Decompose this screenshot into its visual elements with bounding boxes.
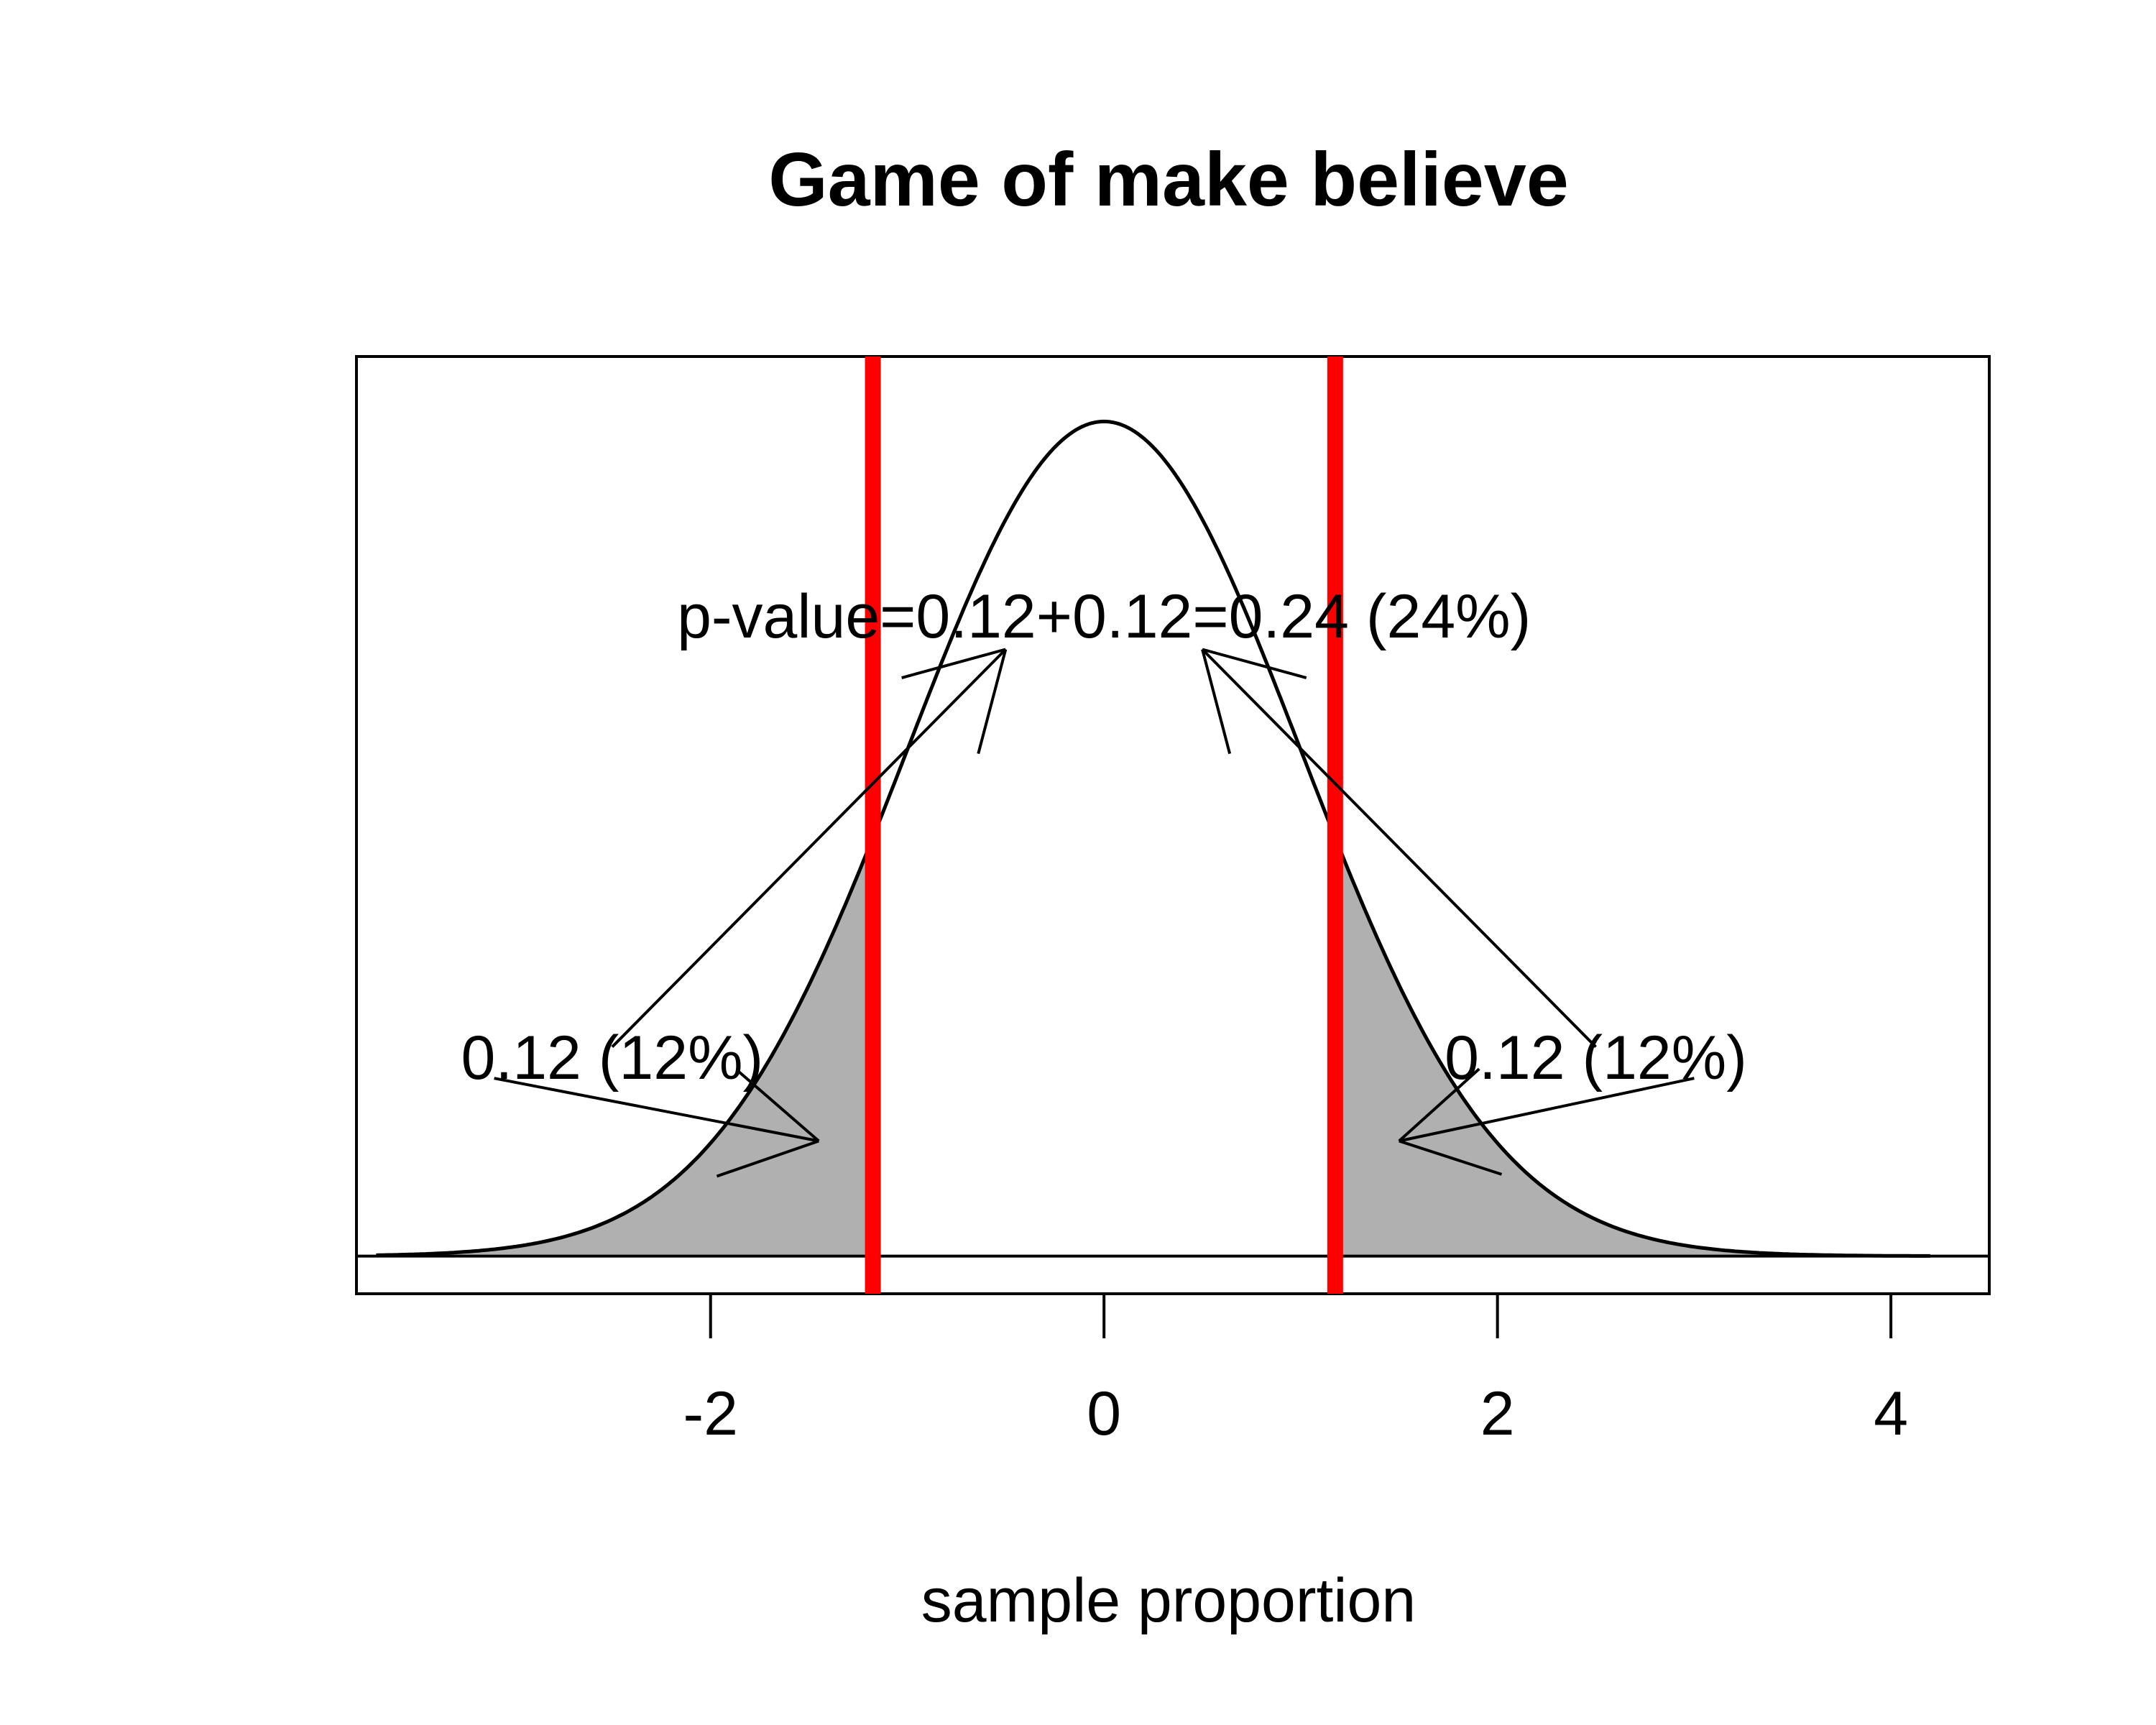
arrow-shaft xyxy=(494,1077,819,1143)
annotation-arrow xyxy=(494,1069,820,1178)
right-tail-annotation: 0.12 (12%) xyxy=(1445,1024,1747,1092)
plot-frame xyxy=(355,355,1991,1295)
arrow-shaft xyxy=(611,648,1007,1048)
arrow-head-stroke xyxy=(1398,1067,1480,1143)
arrow-head-stroke xyxy=(1399,1139,1503,1176)
arrow-head-stroke xyxy=(736,1069,820,1143)
annotations: p-value=0.12+0.12=0.24 (24%) 0.12 (12%) 0.… xyxy=(461,582,1747,1092)
chart-title: Game of make believe xyxy=(768,137,1569,222)
x-tick-label: -2 xyxy=(683,1379,737,1448)
density-curve xyxy=(376,419,1930,1258)
annotation-arrows xyxy=(494,648,1695,1178)
arrow-head-stroke xyxy=(977,648,1008,755)
arrow-head-stroke xyxy=(716,1139,819,1178)
annotation-arrow xyxy=(1398,1067,1695,1176)
arrow-head-stroke xyxy=(1201,648,1232,755)
x-tick-label: 4 xyxy=(1874,1379,1908,1448)
arrow-head-stroke xyxy=(1202,648,1307,679)
x-axis-label: sample proportion xyxy=(921,1566,1416,1635)
shaded-tails xyxy=(376,837,1930,1256)
right-tail-area xyxy=(1335,837,1930,1256)
p-value-annotation: p-value=0.12+0.12=0.24 (24%) xyxy=(677,582,1531,651)
x-tick-label: 0 xyxy=(1087,1379,1121,1448)
left-tail-area xyxy=(376,837,873,1256)
x-axis: -2 0 2 4 xyxy=(683,1294,1908,1448)
arrow-shaft xyxy=(1399,1077,1695,1143)
annotation-arrow xyxy=(611,648,1008,1048)
x-tick-label: 2 xyxy=(1480,1379,1515,1448)
critical-value-lines xyxy=(865,356,1343,1294)
arrow-head-stroke xyxy=(901,648,1006,679)
arrow-shaft xyxy=(1201,648,1597,1048)
normal-curve-line xyxy=(376,419,1930,1258)
annotation-arrow xyxy=(1201,648,1597,1048)
left-tail-annotation: 0.12 (12%) xyxy=(461,1024,764,1092)
